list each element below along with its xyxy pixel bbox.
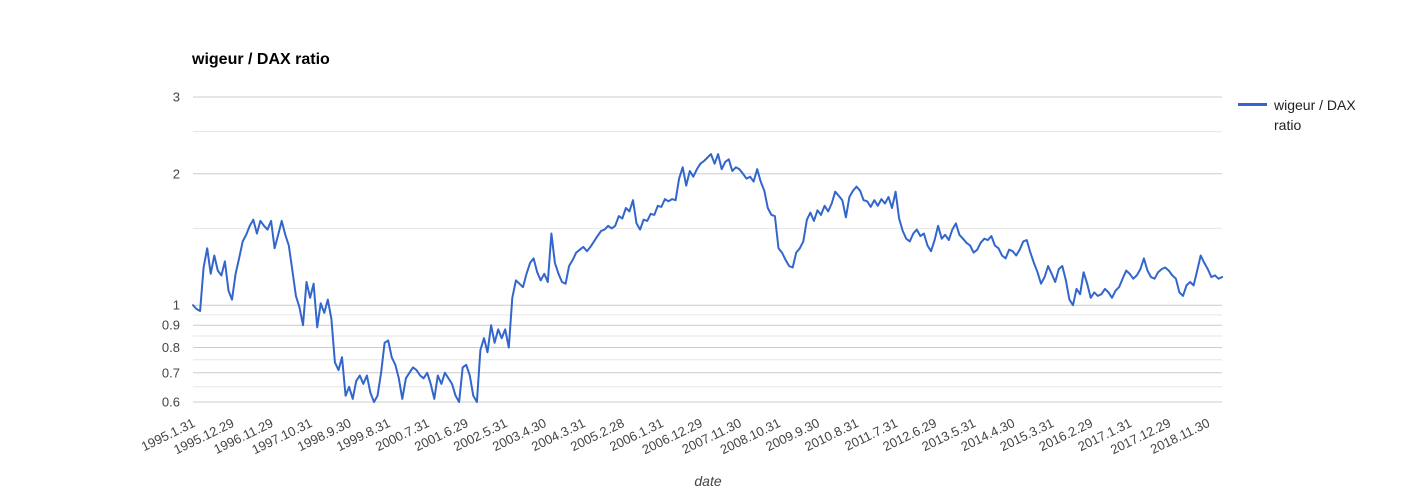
- y-axis-tick-label: 0.8: [162, 340, 180, 355]
- series-line-wigeur-dax-ratio[interactable]: [192, 153, 1223, 403]
- legend-label: wigeur / DAX ratio: [1274, 97, 1356, 133]
- y-axis-tick-label: 0.6: [162, 395, 180, 410]
- legend-line-swatch: [1238, 103, 1267, 106]
- legend: wigeur / DAX ratio: [1238, 95, 1374, 135]
- y-axis-tick-label: 0.7: [162, 365, 180, 380]
- y-axis-tick-label: 0.9: [162, 318, 180, 333]
- y-axis-tick-label: 2: [173, 166, 180, 181]
- x-axis-title: date: [694, 473, 722, 489]
- y-axis-tick-label: 3: [173, 90, 180, 105]
- y-axis-tick-label: 1: [173, 298, 180, 313]
- chart-title: wigeur / DAX ratio: [192, 51, 330, 68]
